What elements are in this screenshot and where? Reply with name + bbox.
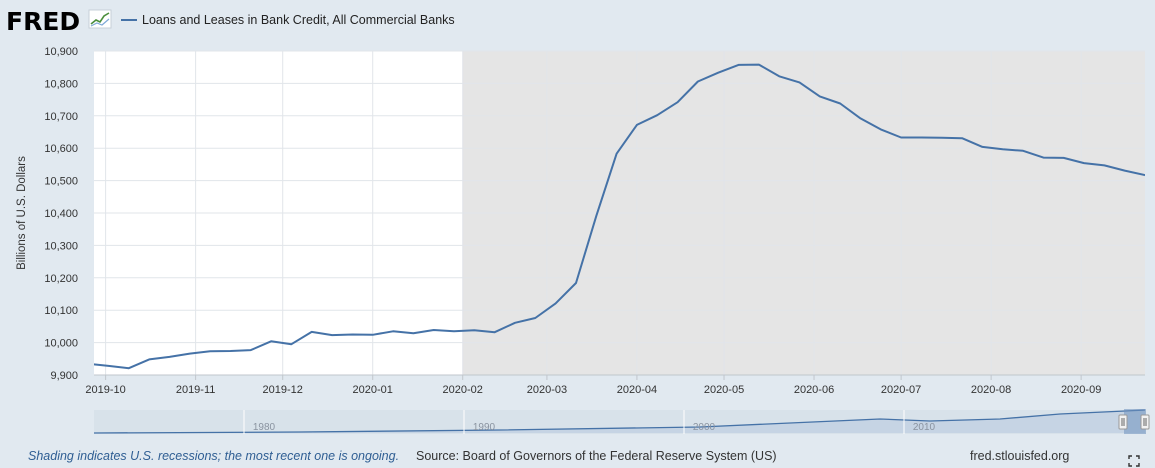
x-tick-label: 2020-06 <box>794 384 834 396</box>
legend-label: Loans and Leases in Bank Credit, All Com… <box>142 13 455 27</box>
navigator-tick-label: 1990 <box>473 422 496 433</box>
x-tick-label: 2019-11 <box>176 384 216 396</box>
x-tick-label: 2020-03 <box>527 384 567 396</box>
navigator-line <box>93 409 1146 434</box>
x-tick-label: 2020-05 <box>704 384 744 396</box>
source-text: Source: Board of Governors of the Federa… <box>416 449 777 463</box>
x-tick-label: 2019-12 <box>263 384 303 396</box>
y-axis-label: Billions of U.S. Dollars <box>16 156 28 270</box>
fred-logo: FRED <box>6 7 80 36</box>
navigator-tick-label: 2000 <box>693 422 716 433</box>
site-link[interactable]: fred.stlouisfed.org <box>970 449 1070 463</box>
x-tick-label: 2020-01 <box>353 384 393 396</box>
chart-line-icon <box>88 9 112 29</box>
recession-note: Shading indicates U.S. recessions; the m… <box>28 449 400 463</box>
plot-area: 9,900 10,000 10,100 10,200 10,300 10,400 10,50… <box>44 46 1145 396</box>
y-tick-label: 9,900 <box>50 370 78 382</box>
navigator-tick-label: 1980 <box>253 422 276 433</box>
x-tick-label: 2020-08 <box>971 384 1011 396</box>
y-tick-label: 10,400 <box>44 208 78 220</box>
series-line <box>94 63 1145 370</box>
y-tick-label: 10,900 <box>44 46 78 58</box>
navigator-tick-label: 2010 <box>913 422 936 433</box>
fullscreen-icon[interactable] <box>1128 455 1140 467</box>
navigator-right-handle[interactable] <box>1140 414 1150 430</box>
navigator[interactable]: 1980 1990 2000 2010 <box>93 409 1150 434</box>
y-tick-label: 10,300 <box>44 240 78 252</box>
y-tick-label: 10,600 <box>44 143 78 155</box>
x-tick-label: 2020-09 <box>1061 384 1101 396</box>
y-tick-label: 10,500 <box>44 176 78 188</box>
y-tick-label: 10,700 <box>44 111 78 123</box>
y-tick-label: 10,100 <box>44 305 78 317</box>
navigator-area <box>94 410 1145 433</box>
y-tick-label: 10,800 <box>44 78 78 90</box>
x-tick-label: 2019-10 <box>85 384 125 396</box>
y-tick-label: 10,200 <box>44 273 78 285</box>
x-tick-label: 2020-04 <box>617 384 657 396</box>
x-tick-label: 2020-07 <box>881 384 921 396</box>
y-tick-label: 10,000 <box>44 338 78 350</box>
x-tick-label: 2020-02 <box>443 384 483 396</box>
navigator-left-handle[interactable] <box>1118 414 1128 430</box>
